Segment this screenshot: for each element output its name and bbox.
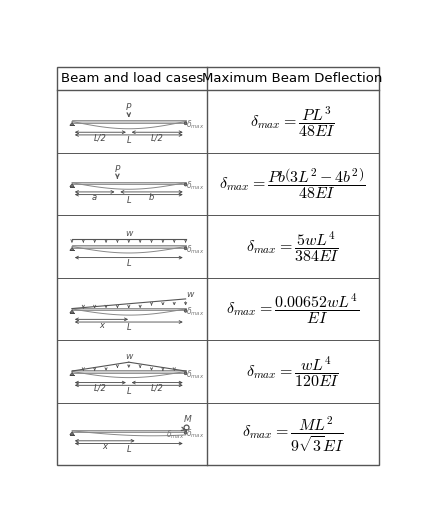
Text: $\delta_{max} = \dfrac{5wL^4}{384EI}$: $\delta_{max} = \dfrac{5wL^4}{384EI}$ <box>246 229 340 264</box>
Text: L: L <box>127 387 131 396</box>
Text: w: w <box>125 229 133 238</box>
Bar <box>72 370 186 373</box>
Text: x: x <box>102 442 107 451</box>
Text: L: L <box>127 136 131 145</box>
Bar <box>72 308 186 310</box>
Text: $\delta_{max}$: $\delta_{max}$ <box>187 368 205 381</box>
Bar <box>72 430 186 432</box>
Circle shape <box>184 372 187 375</box>
Polygon shape <box>70 310 74 313</box>
Text: w: w <box>186 289 193 298</box>
Text: L: L <box>127 324 131 333</box>
Text: L/2: L/2 <box>94 384 107 393</box>
Text: L: L <box>127 259 131 268</box>
Text: L/2: L/2 <box>94 134 107 143</box>
Text: P: P <box>126 103 131 112</box>
Text: $\delta_{max}$: $\delta_{max}$ <box>187 119 205 131</box>
Bar <box>72 120 186 122</box>
Text: $\delta_{max} = \dfrac{Pb\left(3L^2 - 4b^2\right)}{48EI}$: $\delta_{max} = \dfrac{Pb\left(3L^2 - 4b… <box>219 167 366 201</box>
Circle shape <box>184 431 187 434</box>
Text: w: w <box>125 353 133 362</box>
Text: L/2: L/2 <box>151 134 164 143</box>
Text: $\delta_{max} = \dfrac{ML^2}{9\sqrt{3}EI}$: $\delta_{max} = \dfrac{ML^2}{9\sqrt{3}EI… <box>241 414 344 454</box>
Text: L: L <box>127 445 131 454</box>
Bar <box>72 246 186 248</box>
Text: $\delta_{max}$: $\delta_{max}$ <box>187 427 205 440</box>
Text: a: a <box>92 193 97 202</box>
Text: $\delta_{max}$: $\delta_{max}$ <box>167 429 185 441</box>
Text: L/2: L/2 <box>151 384 164 393</box>
Polygon shape <box>70 248 74 250</box>
Circle shape <box>184 309 187 312</box>
Text: $\delta_{max} = \dfrac{wL^4}{120EI}$: $\delta_{max} = \dfrac{wL^4}{120EI}$ <box>246 354 340 388</box>
Circle shape <box>184 122 187 125</box>
Text: $\delta_{max}$: $\delta_{max}$ <box>187 306 205 318</box>
Text: $\delta_{max} = \dfrac{PL^3}{48EI}$: $\delta_{max} = \dfrac{PL^3}{48EI}$ <box>249 104 336 139</box>
Circle shape <box>184 247 187 250</box>
Text: L: L <box>127 196 131 205</box>
Text: $\delta_{max}$: $\delta_{max}$ <box>187 243 205 256</box>
Text: M: M <box>183 415 191 424</box>
Text: $\delta_{max} = \dfrac{0.00652wL^4}{EI}$: $\delta_{max} = \dfrac{0.00652wL^4}{EI}$ <box>226 292 359 326</box>
Text: x: x <box>99 321 104 330</box>
Text: P: P <box>115 165 120 174</box>
Text: $\delta_{max}$: $\delta_{max}$ <box>187 180 205 192</box>
Circle shape <box>184 183 187 186</box>
Bar <box>72 182 186 184</box>
Text: b: b <box>149 193 154 202</box>
Text: Maximum Beam Deflection: Maximum Beam Deflection <box>202 72 383 85</box>
Polygon shape <box>70 122 74 125</box>
Polygon shape <box>70 373 74 375</box>
Polygon shape <box>70 184 74 187</box>
Polygon shape <box>70 432 74 435</box>
Text: Beam and load cases: Beam and load cases <box>61 72 203 85</box>
